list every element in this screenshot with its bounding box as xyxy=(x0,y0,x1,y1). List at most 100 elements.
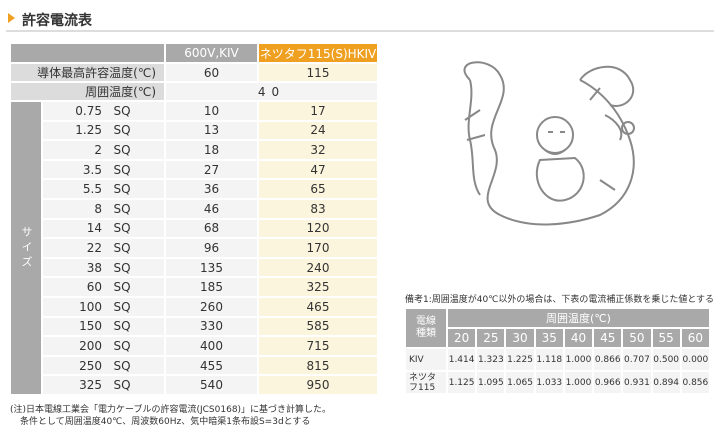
size-cell xyxy=(42,336,165,356)
size-value: 38 xyxy=(86,260,102,275)
row-name: ネツタフ115 xyxy=(405,371,447,394)
factor-cell: 1.095 xyxy=(476,371,506,394)
title-marker xyxy=(8,13,15,23)
page-title: 許容電流表 xyxy=(22,13,92,29)
size-value: 8 xyxy=(94,201,102,216)
cell: 46 xyxy=(165,199,258,219)
row-header: 電線種類 xyxy=(405,308,447,348)
factor-cell: 1.225 xyxy=(505,348,535,371)
size-cell xyxy=(42,101,165,121)
size-unit: SQ xyxy=(113,201,131,216)
size-cell xyxy=(42,218,165,239)
size-unit: SQ xyxy=(113,260,131,275)
factor-cell: 1.323 xyxy=(476,348,506,371)
size-value: 1.25 xyxy=(75,123,102,138)
cell: 950 xyxy=(258,375,378,395)
size-unit: SQ xyxy=(113,162,131,177)
size-cell xyxy=(42,159,165,180)
factor-cell: 1.125 xyxy=(447,371,477,394)
size-cell xyxy=(42,199,165,219)
cell: 585 xyxy=(258,316,378,337)
size-cell xyxy=(42,297,165,317)
note: 条件として周囲温度40℃、周波数60Hz、気中暗渠1条布設S=3dとする xyxy=(20,417,311,427)
size-cell xyxy=(42,277,165,297)
row-label: 導体最高許容温度(℃) xyxy=(10,63,165,82)
cell: 540 xyxy=(165,375,258,395)
factor-cell: 0.856 xyxy=(680,371,710,394)
temp-header: 30 xyxy=(505,328,535,348)
size-cell xyxy=(42,179,165,199)
size-value: 200 xyxy=(79,338,102,353)
cell: 465 xyxy=(258,297,378,317)
size-unit: SQ xyxy=(113,142,131,157)
dragon-illustration xyxy=(463,61,635,226)
size-value: 150 xyxy=(79,319,102,334)
size-value: 22 xyxy=(86,240,102,255)
temp-header: 50 xyxy=(622,328,652,348)
cell: 815 xyxy=(258,355,378,376)
size-value: 2 xyxy=(94,142,102,157)
size-unit: SQ xyxy=(113,378,131,393)
size-value: 100 xyxy=(79,299,102,314)
size-value: 60 xyxy=(86,280,102,295)
cell: 715 xyxy=(258,336,378,356)
cell: 36 xyxy=(165,179,258,199)
size-value: 5.5 xyxy=(82,182,102,197)
cell: 47 xyxy=(258,159,378,180)
temp-header: 45 xyxy=(593,328,623,348)
size-cell xyxy=(42,140,165,160)
size-unit: SQ xyxy=(113,182,131,197)
cell: 455 xyxy=(165,355,258,376)
cell: 96 xyxy=(165,238,258,258)
temp-header: 60 xyxy=(680,328,710,348)
size-unit: SQ xyxy=(113,221,131,236)
size-value: 250 xyxy=(79,358,102,373)
temp-header: 40 xyxy=(563,328,594,348)
size-cell xyxy=(42,316,165,337)
size-cell xyxy=(42,375,165,395)
factor-cell: 0.866 xyxy=(593,348,623,371)
column-header: 600V,KIV xyxy=(165,43,258,63)
temp-header: 55 xyxy=(651,328,681,348)
cell: 330 xyxy=(165,316,258,337)
cell: 260 xyxy=(165,297,258,317)
row-name: KIV xyxy=(405,348,447,371)
cell: 83 xyxy=(258,199,378,219)
cell: 400 xyxy=(165,336,258,356)
temp-header: 20 xyxy=(447,328,477,348)
factor-cell: 0.000 xyxy=(680,348,710,371)
cell: 120 xyxy=(258,218,378,239)
factor-cell: 0.931 xyxy=(622,371,652,394)
size-unit: SQ xyxy=(113,280,131,295)
size-unit: SQ xyxy=(113,103,131,118)
factor-cell: 0.707 xyxy=(622,348,652,371)
size-cell xyxy=(42,120,165,141)
temp-header: 35 xyxy=(534,328,564,348)
size-unit: SQ xyxy=(113,299,131,314)
column-header: 周囲温度(℃) xyxy=(447,308,710,328)
factor-cell: 1.414 xyxy=(447,348,477,371)
remark: 備考1:周囲温度が40℃以外の場合は、下表の電流補正係数を乗じた値とする xyxy=(405,295,715,305)
size-unit: SQ xyxy=(113,319,131,334)
cell: 115 xyxy=(258,63,378,82)
factor-cell: 0.500 xyxy=(651,348,681,371)
cell: 185 xyxy=(165,277,258,297)
size-value: 0.75 xyxy=(75,103,102,118)
size-value: 3.5 xyxy=(82,162,102,177)
size-unit: SQ xyxy=(113,358,131,373)
header-cell xyxy=(10,43,165,63)
factor-cell: 1.033 xyxy=(534,371,564,394)
factor-cell: 1.000 xyxy=(563,348,594,371)
cell: 40 xyxy=(165,82,378,101)
cell: 27 xyxy=(165,159,258,180)
factor-cell: 0.966 xyxy=(593,371,623,394)
size-unit: SQ xyxy=(113,338,131,353)
cell: 135 xyxy=(165,257,258,278)
size-value: 325 xyxy=(79,378,102,393)
cell: 65 xyxy=(258,179,378,199)
factor-cell: 1.065 xyxy=(505,371,535,394)
cell: 13 xyxy=(165,120,258,141)
size-unit: SQ xyxy=(113,123,131,138)
cell: 170 xyxy=(258,238,378,258)
cell: 10 xyxy=(165,101,258,121)
